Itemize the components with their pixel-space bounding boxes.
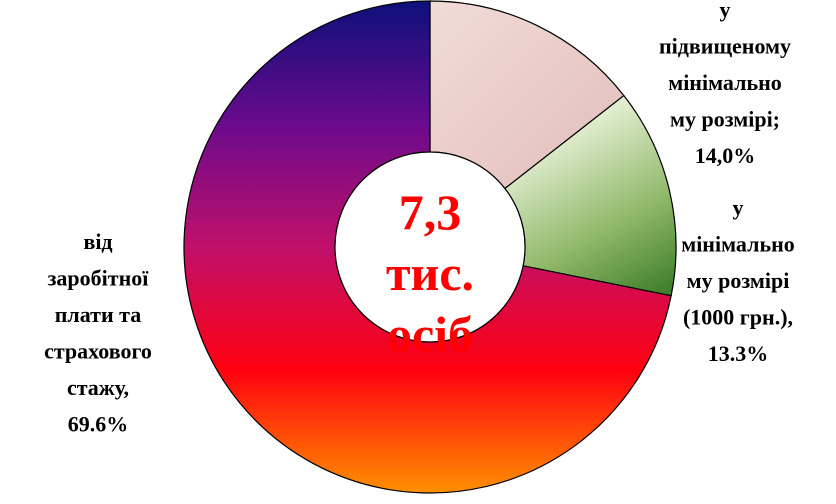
label-line: му розмірі; xyxy=(670,107,780,132)
value-label: 69.6% xyxy=(68,412,129,437)
label-line: (1000 грн.), xyxy=(683,305,793,330)
label-line: у xyxy=(733,195,744,220)
label-line: мінімально xyxy=(668,70,782,95)
slice-label: від заробітної плати та страхового стажу, 69.… xyxy=(44,229,152,437)
donut-hole xyxy=(334,151,526,343)
label-line: стажу, xyxy=(67,375,129,400)
label-line: мінімально xyxy=(681,232,795,257)
slice-label: у мінімально му розмірі (1000 грн.), 13.3% xyxy=(681,195,795,366)
label-line: плати та xyxy=(55,302,142,327)
center-line: осіб xyxy=(387,306,473,362)
center-label: 7,3 тис. осіб xyxy=(386,184,474,362)
label-line: підвищеному xyxy=(659,34,791,59)
label-line: у xyxy=(720,0,731,22)
label-line: заробітної xyxy=(48,266,150,291)
slice-label: у підвищеному мінімально му розмірі; 14,0% xyxy=(659,0,791,168)
value-label: 13.3% xyxy=(708,341,769,366)
label-line: від xyxy=(83,229,112,254)
center-line: 7,3 xyxy=(399,184,462,240)
value-label: 14,0% xyxy=(695,143,756,168)
label-line: му розмірі xyxy=(687,268,790,293)
center-line: тис. xyxy=(386,245,474,301)
label-line: страхового xyxy=(44,339,152,364)
